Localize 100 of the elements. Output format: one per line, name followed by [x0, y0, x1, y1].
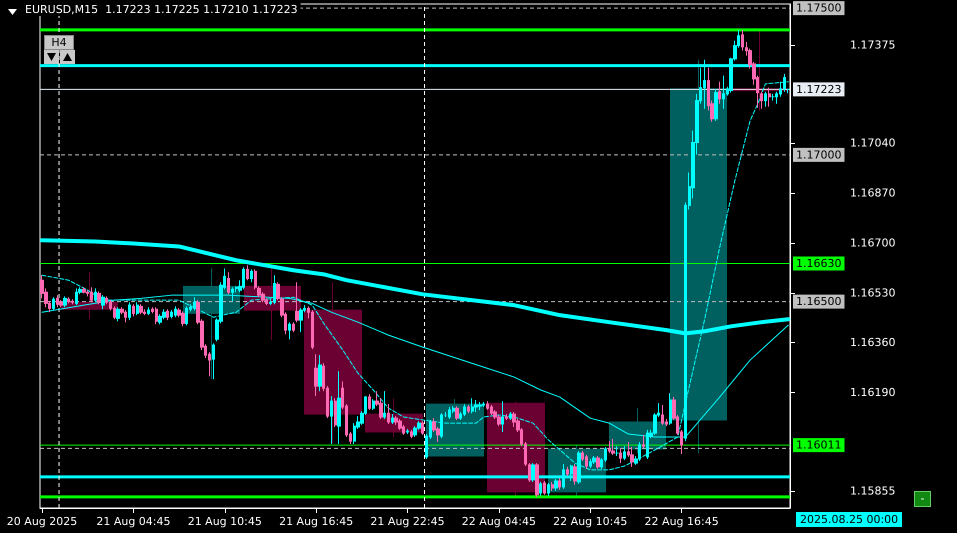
x-tick-label: 22 Aug 16:45: [644, 515, 719, 528]
candlestick: [387, 404, 390, 425]
candlestick: [132, 304, 135, 317]
y-tick-label: 1.16870: [850, 186, 896, 200]
candlestick: [158, 314, 162, 325]
annotation: H4: [44, 35, 74, 50]
candlestick: [166, 308, 169, 321]
candlestick: [372, 398, 375, 410]
candlestick: [128, 302, 131, 321]
candlestick: [611, 438, 615, 456]
candlestick: [501, 400, 504, 432]
x-tick-label: 22 Aug 10:45: [553, 515, 628, 528]
ref-line-label: 1.16500: [796, 295, 842, 308]
candlestick: [619, 448, 622, 464]
candlestick: [212, 342, 215, 380]
candlestick: [250, 268, 253, 283]
y-tick-label: 1.16190: [850, 386, 896, 400]
candlestick: [638, 441, 641, 462]
candlestick: [623, 446, 626, 461]
candlestick: [124, 310, 127, 323]
candlestick: [718, 81, 721, 104]
ref-line-label: 1.16630: [796, 256, 842, 270]
y-tick-label: 1.15855: [850, 484, 896, 498]
candlestick: [528, 462, 531, 482]
chart-title: EURUSD,M15 1.17223 1.17225 1.17210 1.17223: [25, 3, 298, 16]
candlestick: [181, 310, 185, 327]
candlestick: [592, 456, 596, 464]
candlestick: [642, 434, 645, 449]
candlestick: [337, 370, 341, 445]
x-tick-label: 20 Aug 2025: [6, 515, 78, 528]
candlestick: [741, 29, 744, 52]
x-tick-label: 21 Aug 22:45: [370, 515, 445, 528]
candlestick: [242, 266, 245, 290]
candlestick: [764, 91, 767, 108]
candlestick: [630, 446, 634, 468]
candlestick: [558, 478, 561, 490]
candlestick: [566, 466, 569, 477]
candlestick: [760, 91, 763, 110]
candlestick: [56, 294, 59, 308]
x-tick-label: 21 Aug 10:45: [188, 515, 262, 528]
candlestick: [497, 414, 501, 427]
candlestick: [311, 310, 314, 350]
candlestick: [722, 75, 725, 110]
candlestick: [334, 398, 337, 428]
candlestick: [246, 264, 249, 281]
candlestick: [185, 306, 188, 326]
candlestick: [551, 481, 554, 492]
candlestick: [288, 322, 291, 340]
y-tick-label: 1.16700: [850, 236, 896, 250]
candlestick: [391, 414, 394, 425]
y-tick-label: 1.17040: [850, 136, 896, 150]
ref-line-label: 1.16011: [796, 438, 842, 452]
candlestick: [314, 354, 318, 397]
candlestick: [147, 306, 150, 316]
ref-line-label: 1.17500: [796, 2, 842, 15]
candlestick: [661, 404, 664, 426]
candlestick: [82, 286, 86, 294]
y-tick-label: 1.16530: [850, 286, 896, 300]
candlestick: [318, 354, 322, 392]
candlestick: [669, 392, 672, 426]
candlestick: [155, 306, 158, 325]
candlestick: [170, 310, 173, 319]
candlestick: [299, 308, 303, 333]
candlestick: [543, 480, 546, 496]
candlestick: [490, 404, 493, 416]
candlestick: [509, 412, 512, 420]
x-tick-label: 21 Aug 04:45: [96, 515, 170, 528]
candlestick: [174, 306, 177, 318]
x-tick-label: 22 Aug 04:45: [462, 515, 536, 528]
candlestick: [292, 322, 295, 333]
candlestick: [90, 286, 93, 303]
candlestick: [421, 420, 424, 436]
candlestick: [535, 462, 539, 498]
candlestick: [471, 398, 474, 414]
candlestick: [531, 462, 535, 482]
candlestick: [608, 440, 611, 454]
candlestick: [139, 304, 143, 315]
candlestick: [295, 282, 299, 323]
candlestick: [162, 308, 166, 320]
y-tick-label: 1.17375: [850, 38, 896, 52]
candlestick: [585, 454, 588, 470]
candlestick: [330, 396, 333, 445]
candlestick: [474, 399, 478, 413]
candlestick: [383, 390, 386, 420]
candlestick: [482, 402, 485, 408]
y-tick-label: 1.16360: [850, 336, 896, 350]
candlestick: [596, 456, 600, 470]
candlestick: [143, 308, 146, 316]
candlestick: [573, 463, 577, 486]
candlestick: [714, 88, 718, 122]
candlestick: [368, 394, 371, 410]
candlestick: [227, 272, 230, 295]
x-tick-label: 21 Aug 16:45: [279, 515, 354, 528]
candlestick: [463, 404, 466, 417]
candlestick: [136, 302, 139, 316]
candlestick: [410, 429, 413, 439]
text: 2025.08.25 00:00: [796, 512, 902, 527]
ref-line-label: 1.17000: [796, 148, 842, 162]
candlestick: [615, 446, 619, 457]
candlestick: [448, 406, 451, 420]
